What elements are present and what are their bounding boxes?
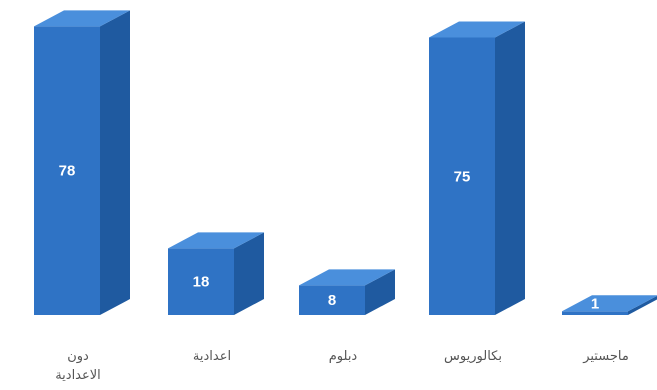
bar-front-face xyxy=(34,26,100,316)
bar-5: 1 xyxy=(562,295,657,315)
bar-2: 18 xyxy=(168,232,264,315)
bar-top-face xyxy=(562,295,657,312)
category-label: ماجستير xyxy=(582,349,629,364)
category-label: دون xyxy=(67,349,89,364)
bar-front-face xyxy=(562,311,628,315)
bar-side-face xyxy=(234,232,264,315)
bar-top-face xyxy=(168,232,264,249)
bar-value-label: 18 xyxy=(193,274,210,291)
bar-top-face xyxy=(429,21,525,38)
category-labels-group: دون الاعدادية اعدادية دبلوم بكالوريوس ماجستير xyxy=(55,349,629,383)
bar-3: 8 xyxy=(299,269,395,315)
bar-value-label: 75 xyxy=(454,168,471,185)
category-label: الاعدادية xyxy=(55,368,101,383)
bar-side-face xyxy=(365,269,395,315)
bar-front-face xyxy=(299,285,365,315)
category-label: بكالوريوس xyxy=(444,349,502,364)
category-label: اعدادية xyxy=(193,349,231,364)
bar-value-label: 8 xyxy=(328,292,336,309)
bar-4: 75 xyxy=(429,21,525,315)
bar-side-face xyxy=(495,21,525,315)
bar-side-face xyxy=(628,295,657,315)
bar-side-face xyxy=(100,10,130,316)
bars-group: 78 18 8 75 1 xyxy=(34,10,657,316)
bar-top-face xyxy=(299,269,395,286)
bar-front-face xyxy=(168,248,234,315)
bar-1: 78 xyxy=(34,10,130,316)
bar-top-face xyxy=(34,10,130,27)
bar-value-label: 78 xyxy=(59,163,76,180)
bar-value-label: 1 xyxy=(591,295,599,312)
category-label: دبلوم xyxy=(329,349,358,364)
bar-front-face xyxy=(429,37,495,315)
